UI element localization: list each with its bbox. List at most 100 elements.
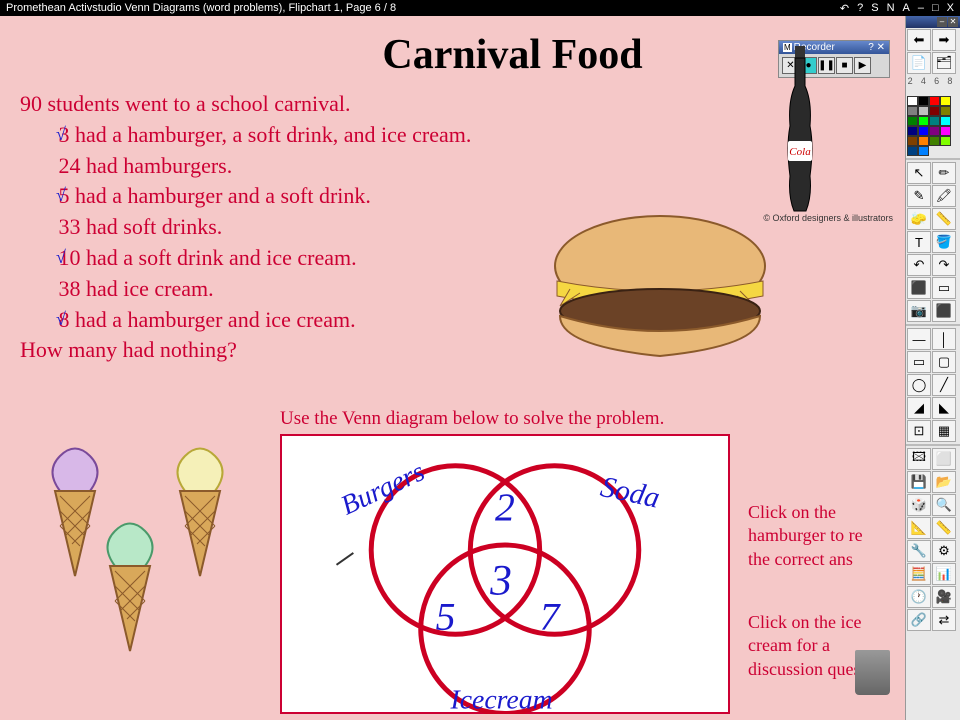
color-swatch[interactable] [907, 96, 918, 106]
color-swatch[interactable] [929, 116, 940, 126]
tool-button[interactable]: 📄 [907, 52, 931, 74]
tool-button[interactable]: 🪣 [932, 231, 956, 253]
instruction-text: Use the Venn diagram below to solve the … [280, 408, 664, 430]
size-button[interactable]: 8 [947, 76, 958, 94]
tool-button[interactable]: ╱ [932, 374, 956, 396]
tool-button[interactable]: 🧮 [907, 563, 931, 585]
tool-button[interactable]: ↷ [932, 254, 956, 276]
size-button[interactable]: 2 [908, 76, 919, 94]
hamburger-image[interactable] [545, 211, 775, 371]
trash-icon[interactable] [855, 650, 890, 695]
color-swatch[interactable] [907, 136, 918, 146]
tool-button[interactable]: ⇄ [932, 609, 956, 631]
color-swatch[interactable] [929, 136, 940, 146]
tool-button[interactable]: 🗂 [932, 52, 956, 74]
problem-line: 24 had hamburgers. [20, 151, 885, 182]
tool-button[interactable]: 📂 [932, 471, 956, 493]
color-swatch[interactable] [940, 106, 951, 116]
tool-button[interactable]: 📏 [932, 208, 956, 230]
toolbox-panel: –✕ ⬅➡📄🗂 2468 ↖✏✎🖍🧽📏T🪣↶↷⬛▭📷⬛ —│▭▢◯╱◢◣⊡▦ 🖾… [905, 16, 960, 720]
a-icon[interactable]: A [903, 2, 910, 15]
tool-button[interactable]: ⚙ [932, 540, 956, 562]
tool-button[interactable]: ⬅ [907, 29, 931, 51]
tool-button[interactable]: ✏ [932, 162, 956, 184]
maximize-icon[interactable]: □ [932, 2, 939, 15]
recorder-play-button[interactable]: ▶ [854, 57, 871, 74]
recorder-close-icon[interactable]: ✕ [877, 42, 885, 53]
undo-icon[interactable]: ↶ [840, 2, 849, 15]
color-swatch[interactable] [929, 106, 940, 116]
cola-bottle-image[interactable]: Cola [780, 46, 820, 216]
color-swatch[interactable] [940, 126, 951, 136]
tool-button[interactable]: 🔍 [932, 494, 956, 516]
tool-button[interactable]: 📊 [932, 563, 956, 585]
check-icon: √ [56, 183, 66, 208]
flipchart-canvas[interactable]: Carnival Food 90 students went to a scho… [0, 16, 905, 720]
close-icon[interactable]: X [947, 2, 954, 15]
tool-button[interactable]: 🔧 [907, 540, 931, 562]
color-swatch[interactable] [918, 106, 929, 116]
size-button[interactable]: 4 [921, 76, 932, 94]
venn-label-soda: Soda [598, 471, 663, 515]
color-swatch[interactable] [929, 126, 940, 136]
tool-button[interactable]: 📐 [907, 517, 931, 539]
n-icon[interactable]: N [887, 2, 895, 15]
tool-button[interactable]: ▭ [907, 351, 931, 373]
s-icon[interactable]: S [871, 2, 878, 15]
color-swatch[interactable] [918, 96, 929, 106]
title-text: Promethean Activstudio Venn Diagrams (wo… [6, 2, 396, 14]
recorder-stop2-button[interactable]: ■ [836, 57, 853, 74]
tool-button[interactable]: 💾 [907, 471, 931, 493]
tool-button[interactable]: ▦ [932, 420, 956, 442]
tool-button[interactable]: ⬛ [932, 300, 956, 322]
tool-button[interactable]: 🎲 [907, 494, 931, 516]
tool-button[interactable]: T [907, 231, 931, 253]
tool-button[interactable]: ↖ [907, 162, 931, 184]
tool-button[interactable]: ⬜ [932, 448, 956, 470]
icecream-images[interactable] [20, 426, 270, 706]
tool-button[interactable]: ▢ [932, 351, 956, 373]
tool-button[interactable]: ◢ [907, 397, 931, 419]
tool-button[interactable]: 🕐 [907, 586, 931, 608]
color-swatch[interactable] [918, 136, 929, 146]
tool-button[interactable]: ⊡ [907, 420, 931, 442]
title-bar: Promethean Activstudio Venn Diagrams (wo… [0, 0, 960, 16]
help-icon[interactable]: ? [857, 2, 863, 15]
image-credit: © Oxford designers & illustrators [763, 213, 893, 223]
color-swatch[interactable] [918, 116, 929, 126]
color-swatch[interactable] [907, 146, 918, 156]
recorder-pause-button[interactable]: ❚❚ [818, 57, 835, 74]
tool-button[interactable]: 🧽 [907, 208, 931, 230]
color-swatch[interactable] [929, 96, 940, 106]
tool-button[interactable]: ⬛ [907, 277, 931, 299]
venn-diagram[interactable]: Burgers Soda Icecream 2 3 5 7 [280, 434, 730, 714]
color-swatch[interactable] [907, 106, 918, 116]
tool-button[interactable]: ➡ [932, 29, 956, 51]
tool-button[interactable]: │ [932, 328, 956, 350]
recorder-help-icon[interactable]: ? [868, 42, 874, 53]
tool-button[interactable]: 🎥 [932, 586, 956, 608]
tool-button[interactable]: 📷 [907, 300, 931, 322]
tool-button[interactable]: ◣ [932, 397, 956, 419]
minimize-icon[interactable]: – [918, 2, 924, 15]
toolbox-min-icon[interactable]: – [937, 17, 947, 27]
tool-button[interactable]: ▭ [932, 277, 956, 299]
tool-button[interactable]: — [907, 328, 931, 350]
tool-button[interactable]: 🖾 [907, 448, 931, 470]
tool-button[interactable]: 🔗 [907, 609, 931, 631]
color-swatch[interactable] [907, 116, 918, 126]
color-swatch[interactable] [940, 116, 951, 126]
tool-button[interactable]: ↶ [907, 254, 931, 276]
tool-button[interactable]: ✎ [907, 185, 931, 207]
size-button[interactable]: 6 [934, 76, 945, 94]
check-icon: √ [56, 245, 66, 270]
color-swatch[interactable] [907, 126, 918, 136]
color-swatch[interactable] [940, 136, 951, 146]
color-swatch[interactable] [940, 96, 951, 106]
toolbox-close-icon[interactable]: ✕ [948, 17, 958, 27]
tool-button[interactable]: 📏 [932, 517, 956, 539]
color-swatch[interactable] [918, 146, 929, 156]
tool-button[interactable]: ◯ [907, 374, 931, 396]
color-swatch[interactable] [918, 126, 929, 136]
tool-button[interactable]: 🖍 [932, 185, 956, 207]
